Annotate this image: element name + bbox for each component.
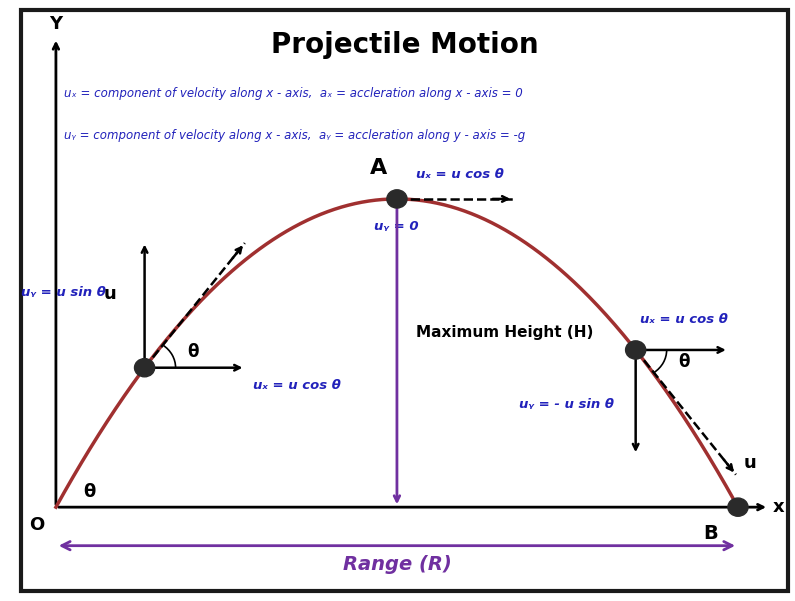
Text: θ: θ [83, 483, 95, 501]
Text: uᵧ = component of velocity along x - axis,  aᵧ = accleration along y - axis = -g: uᵧ = component of velocity along x - axi… [64, 129, 525, 142]
Text: u: u [103, 285, 116, 303]
Text: O: O [29, 516, 45, 534]
FancyBboxPatch shape [21, 10, 789, 591]
Text: uₓ = u cos θ: uₓ = u cos θ [253, 379, 341, 392]
Text: Range (R): Range (R) [343, 555, 452, 574]
Text: uᵧ = - u sin θ: uᵧ = - u sin θ [519, 398, 615, 410]
Text: Projectile Motion: Projectile Motion [271, 31, 538, 59]
Text: x: x [773, 498, 784, 516]
Circle shape [728, 498, 748, 516]
Text: uᵧ = 0: uᵧ = 0 [374, 221, 418, 233]
Circle shape [387, 190, 407, 208]
Text: A: A [370, 159, 387, 178]
Text: θ: θ [678, 353, 690, 371]
Circle shape [626, 341, 646, 359]
Text: uₓ = u cos θ: uₓ = u cos θ [639, 313, 727, 326]
Text: Maximum Height (H): Maximum Height (H) [417, 325, 594, 340]
Text: uᵧ = u sin θ: uᵧ = u sin θ [21, 285, 106, 299]
Text: Y: Y [49, 15, 63, 33]
Text: θ: θ [187, 343, 199, 361]
Text: u: u [743, 454, 756, 472]
Text: uₓ = u cos θ: uₓ = u cos θ [417, 168, 504, 181]
Circle shape [134, 359, 155, 377]
Text: B: B [703, 523, 718, 543]
Text: uₓ = component of velocity along x - axis,  aₓ = accleration along x - axis = 0: uₓ = component of velocity along x - axi… [64, 87, 522, 100]
